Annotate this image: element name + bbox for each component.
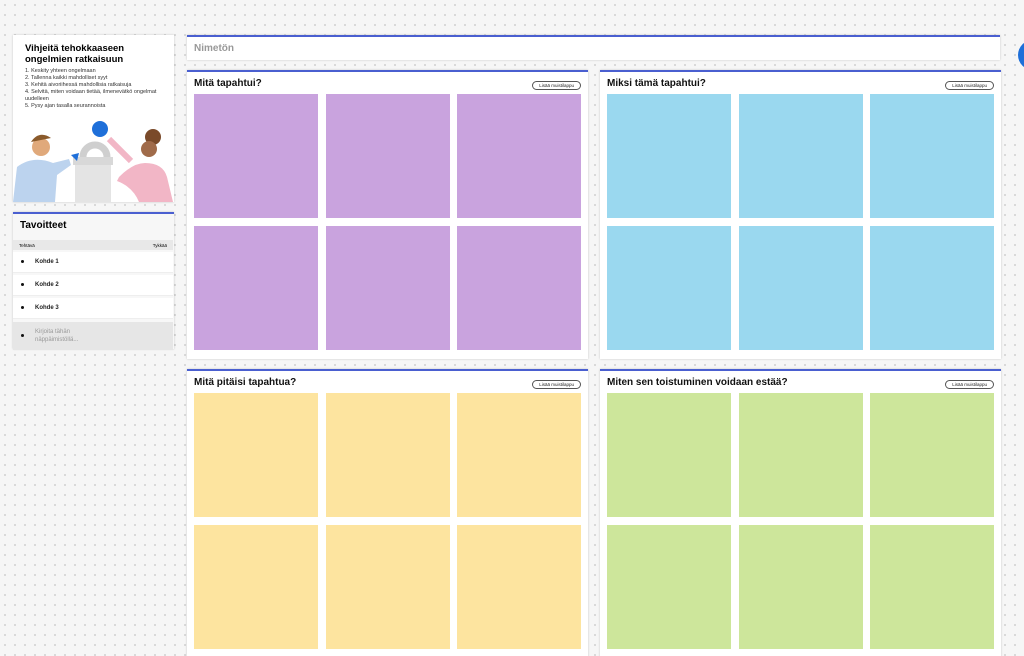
sticky-note[interactable] xyxy=(194,393,318,517)
banner: Nimetön xyxy=(187,35,1000,60)
goals-title: Tavoitteet xyxy=(20,220,67,231)
tip-step: 2. Tallenna kaikki mahdolliset syyt xyxy=(25,75,108,81)
sticky-note[interactable] xyxy=(738,393,863,517)
tips-card: Vihjeitä tehokkaaseen ongelmien ratkaisu… xyxy=(13,35,174,202)
sticky-note[interactable] xyxy=(870,94,994,218)
sticky-note[interactable] xyxy=(607,226,731,350)
placeholder: Kirjoita tähän näppäimistöllä... xyxy=(35,329,79,343)
panel-title: Miksi tämä tapahtui? xyxy=(607,78,706,89)
tip-step: 5. Pysy ajan tasalla seurannoista xyxy=(25,103,106,109)
tip-step: 3. Kehitä aivoriihessä mahdollisia ratka… xyxy=(25,82,132,88)
add-note-button[interactable]: Lisää muistilappu xyxy=(945,81,994,90)
tips-steps: 1. Keskity yhteen ongelmaan 2. Tallenna k… xyxy=(25,68,170,110)
goal-item[interactable]: Kohde 2 xyxy=(13,275,173,296)
sticky-note[interactable] xyxy=(325,94,450,218)
sticky-note[interactable] xyxy=(457,94,581,218)
sticky-note[interactable] xyxy=(325,393,450,517)
sticky-note[interactable] xyxy=(738,226,863,350)
tip-step: 1. Keskity yhteen ongelmaan xyxy=(25,68,96,74)
panel: Mitä tapahtui? Lisää muistilappu xyxy=(187,70,588,359)
add-note-button[interactable]: Lisää muistilappu xyxy=(532,81,581,90)
sticky-note[interactable] xyxy=(738,525,863,649)
add-note-button[interactable]: Lisää muistilappu xyxy=(945,380,994,389)
panel-title: Mitä pitäisi tapahtua? xyxy=(194,377,297,388)
panel: Miksi tämä tapahtui? Lisää muistilappu xyxy=(600,70,1001,359)
sticky-note[interactable] xyxy=(607,525,731,649)
sticky-note[interactable] xyxy=(457,393,581,517)
sticky-note[interactable] xyxy=(870,226,994,350)
sticky-note[interactable] xyxy=(607,94,731,218)
goal-item[interactable]: Kohde 3 xyxy=(13,298,173,319)
sticky-note[interactable] xyxy=(325,226,450,350)
goal-label: Kohde 2 xyxy=(35,282,59,288)
sticky-note[interactable] xyxy=(194,226,318,350)
goal-label: Kohde 3 xyxy=(35,305,59,311)
sticky-note[interactable] xyxy=(607,393,731,517)
bullet xyxy=(21,334,24,337)
board-title[interactable]: Nimetön xyxy=(194,43,234,54)
illustration xyxy=(13,121,173,202)
goal-input[interactable]: Kirjoita tähän näppäimistöllä... xyxy=(13,322,173,350)
panel-title: Mitä tapahtui? xyxy=(194,78,262,89)
bullet xyxy=(21,283,24,286)
panel-title: Miten sen toistuminen voidaan estää? xyxy=(607,377,788,388)
sticky-note[interactable] xyxy=(870,525,994,649)
avatar[interactable] xyxy=(1018,40,1024,70)
sticky-note[interactable] xyxy=(870,393,994,517)
goals-card: Tavoitteet Tehtävä Tykkää Kohde 1 Kohde 2… xyxy=(13,212,174,350)
tip-step: 4. Selvitä, miten voidaan tietää, ilmene… xyxy=(25,89,157,102)
sticky-note[interactable] xyxy=(325,525,450,649)
goal-label: Kohde 1 xyxy=(35,259,59,265)
column-header: Tykkää xyxy=(152,243,167,248)
tips-title: Vihjeitä tehokkaaseen ongelmien ratkaisu… xyxy=(25,43,125,65)
panel: Miten sen toistuminen voidaan estää? Lisä… xyxy=(600,369,1001,656)
column-header: Tehtävä xyxy=(19,243,35,248)
bullet xyxy=(21,306,24,309)
sticky-note[interactable] xyxy=(194,94,318,218)
sticky-note[interactable] xyxy=(194,525,318,649)
goals-header: Tehtävä Tykkää xyxy=(13,240,173,250)
sticky-note[interactable] xyxy=(457,226,581,350)
sticky-note[interactable] xyxy=(738,94,863,218)
add-note-button[interactable]: Lisää muistilappu xyxy=(532,380,581,389)
sticky-note[interactable] xyxy=(457,525,581,649)
panel: Mitä pitäisi tapahtua? Lisää muistilappu xyxy=(187,369,588,656)
bullet xyxy=(21,260,24,263)
goal-item[interactable]: Kohde 1 xyxy=(13,252,173,273)
